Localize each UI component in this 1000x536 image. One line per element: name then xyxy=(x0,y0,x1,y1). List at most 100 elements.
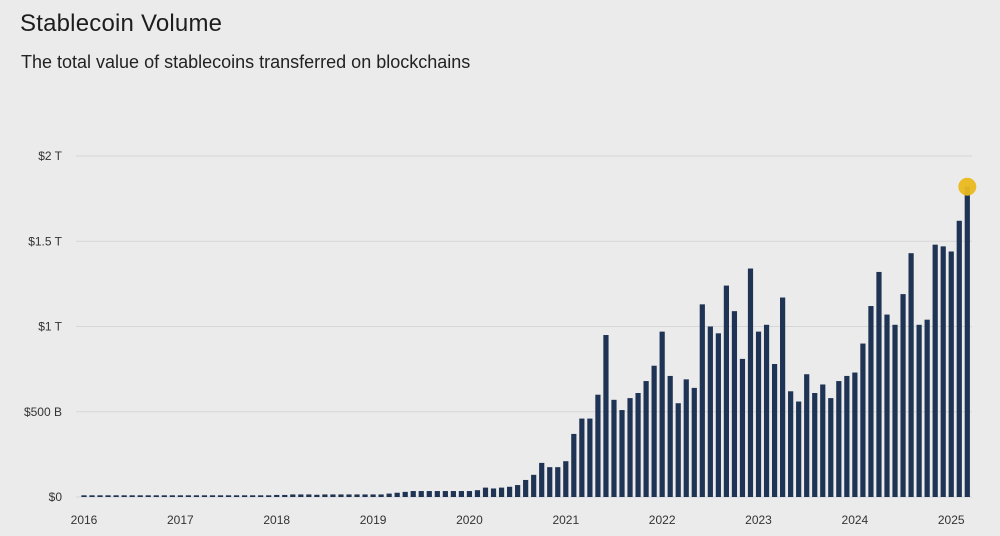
bar xyxy=(932,244,938,497)
bar xyxy=(908,253,914,497)
bar xyxy=(201,495,208,497)
bar xyxy=(707,326,713,497)
bar xyxy=(113,495,119,497)
bar xyxy=(266,495,272,497)
bar xyxy=(450,491,456,497)
bar xyxy=(306,494,312,497)
bar xyxy=(860,343,866,497)
bar xyxy=(474,490,481,497)
bar xyxy=(346,494,352,497)
bar xyxy=(699,304,705,497)
bar xyxy=(298,494,304,497)
bar xyxy=(675,403,681,497)
bar xyxy=(691,387,697,497)
bar xyxy=(498,487,505,497)
bar xyxy=(185,495,191,497)
bar xyxy=(394,492,400,497)
bar xyxy=(852,372,858,497)
bar xyxy=(169,495,175,497)
bar xyxy=(804,374,810,497)
x-tick-label: 2018 xyxy=(263,513,290,527)
bar xyxy=(531,474,537,497)
bar xyxy=(611,399,617,497)
x-tick-label: 2017 xyxy=(167,513,194,527)
bar xyxy=(579,418,585,497)
bar xyxy=(410,491,416,497)
bar xyxy=(81,495,87,497)
bar xyxy=(426,491,432,497)
x-axis-ticks: 2016 2017 2018 2019 2020 2021 2022 2023 2024 2025 xyxy=(71,513,965,527)
latest-value-marker xyxy=(958,177,977,196)
highlight-layer xyxy=(958,177,977,196)
bar xyxy=(627,398,633,497)
x-tick-label: 2022 xyxy=(649,513,676,527)
chart-title: Stablecoin Volume xyxy=(20,10,223,37)
bar xyxy=(274,494,280,497)
bar xyxy=(844,375,850,497)
bar xyxy=(780,297,786,497)
bar xyxy=(442,491,448,497)
bar xyxy=(242,495,248,497)
bar xyxy=(667,375,673,497)
bar xyxy=(402,491,408,497)
bar xyxy=(643,381,649,497)
bar xyxy=(924,319,930,497)
bar xyxy=(555,467,561,497)
bar xyxy=(884,314,890,497)
bar xyxy=(948,251,954,497)
bar xyxy=(258,495,264,497)
bar xyxy=(362,494,368,497)
bar xyxy=(900,294,906,497)
bar xyxy=(105,495,111,497)
bar xyxy=(956,220,962,498)
bar xyxy=(763,324,770,497)
bars xyxy=(81,186,970,498)
bar xyxy=(651,365,657,497)
bar xyxy=(603,335,609,497)
bar xyxy=(490,488,497,497)
bar xyxy=(354,494,360,497)
bar xyxy=(466,491,473,497)
bar xyxy=(250,495,256,497)
bar xyxy=(153,495,159,497)
bar xyxy=(587,418,593,497)
bar xyxy=(193,495,200,497)
bar xyxy=(225,495,232,497)
bar xyxy=(177,495,183,497)
bar xyxy=(434,491,440,497)
y-tick-label: $2 T xyxy=(38,149,62,163)
bar xyxy=(523,479,529,497)
bar xyxy=(796,401,802,497)
bar xyxy=(314,494,320,497)
bar xyxy=(145,495,151,497)
bar xyxy=(747,268,754,497)
bar xyxy=(137,495,143,497)
y-tick-label: $500 B xyxy=(24,405,62,419)
bar xyxy=(571,433,577,497)
bar xyxy=(370,494,376,497)
bar xyxy=(290,494,296,497)
bar xyxy=(619,410,625,497)
bar xyxy=(515,485,521,497)
bar xyxy=(563,461,569,497)
bar xyxy=(788,391,794,497)
y-tick-label: $1 T xyxy=(38,320,62,334)
bar xyxy=(868,306,874,497)
bar xyxy=(892,324,898,497)
bar xyxy=(418,491,424,497)
bar xyxy=(233,495,240,497)
bar xyxy=(547,467,553,497)
y-tick-label: $1.5 T xyxy=(28,234,62,248)
bar xyxy=(940,246,946,497)
x-tick-label: 2021 xyxy=(552,513,579,527)
x-tick-label: 2019 xyxy=(360,513,387,527)
bar xyxy=(715,333,721,497)
bar xyxy=(121,495,127,497)
bar xyxy=(916,324,922,497)
x-tick-label: 2023 xyxy=(745,513,772,527)
y-axis-ticks: $0 $500 B $1 T $1.5 T $2 T xyxy=(24,149,63,504)
bar xyxy=(723,285,729,497)
bar xyxy=(322,494,328,497)
bar xyxy=(282,494,288,497)
bar xyxy=(964,186,970,497)
